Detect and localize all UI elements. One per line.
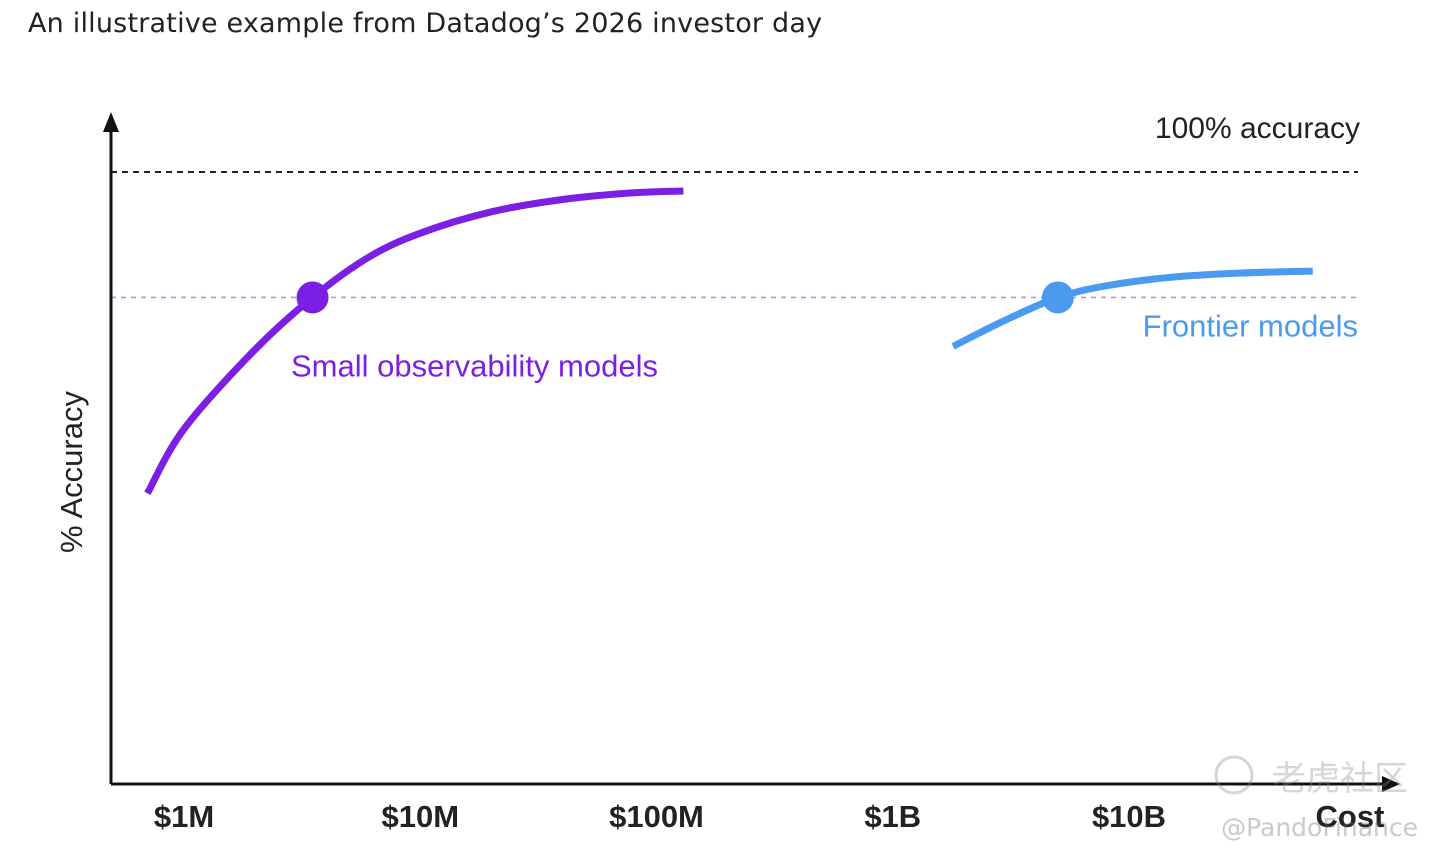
x-tick-label: $1B xyxy=(864,799,921,834)
x-tick-labels: $1M $10M $100M $1B $10B xyxy=(154,799,1166,834)
series-label-small-observability-models: Small observability models xyxy=(291,348,658,383)
reference-line-label: 100% accuracy xyxy=(1155,112,1360,145)
x-tick-label: $10B xyxy=(1092,799,1166,834)
x-tick-label: $10M xyxy=(381,799,459,834)
x-tick-label: $100M xyxy=(609,799,704,834)
series-line-frontier-models xyxy=(951,267,1313,350)
series-label-frontier-models: Frontier models xyxy=(1143,308,1358,343)
series-marker-frontier-models xyxy=(1041,281,1074,314)
watermark: 老虎社区 @PandoFinance xyxy=(1214,755,1418,842)
x-tick-label: $1M xyxy=(154,799,214,834)
y-axis-arrow-icon xyxy=(103,112,119,132)
x-axis-arrow-icon xyxy=(1382,776,1400,792)
chart-subtitle: An illustrative example from Datadog’s 2… xyxy=(28,8,823,39)
watermark-site: 老虎社区 xyxy=(1272,759,1408,799)
watermark-logo-icon xyxy=(1214,755,1254,795)
series-marker-small-observability-models xyxy=(296,281,329,314)
y-axis-label: % Accuracy xyxy=(54,391,89,553)
x-axis-label: Cost xyxy=(1316,799,1385,834)
watermark-handle: @PandoFinance xyxy=(1221,813,1418,842)
series-line-small-observability-models xyxy=(144,187,684,496)
